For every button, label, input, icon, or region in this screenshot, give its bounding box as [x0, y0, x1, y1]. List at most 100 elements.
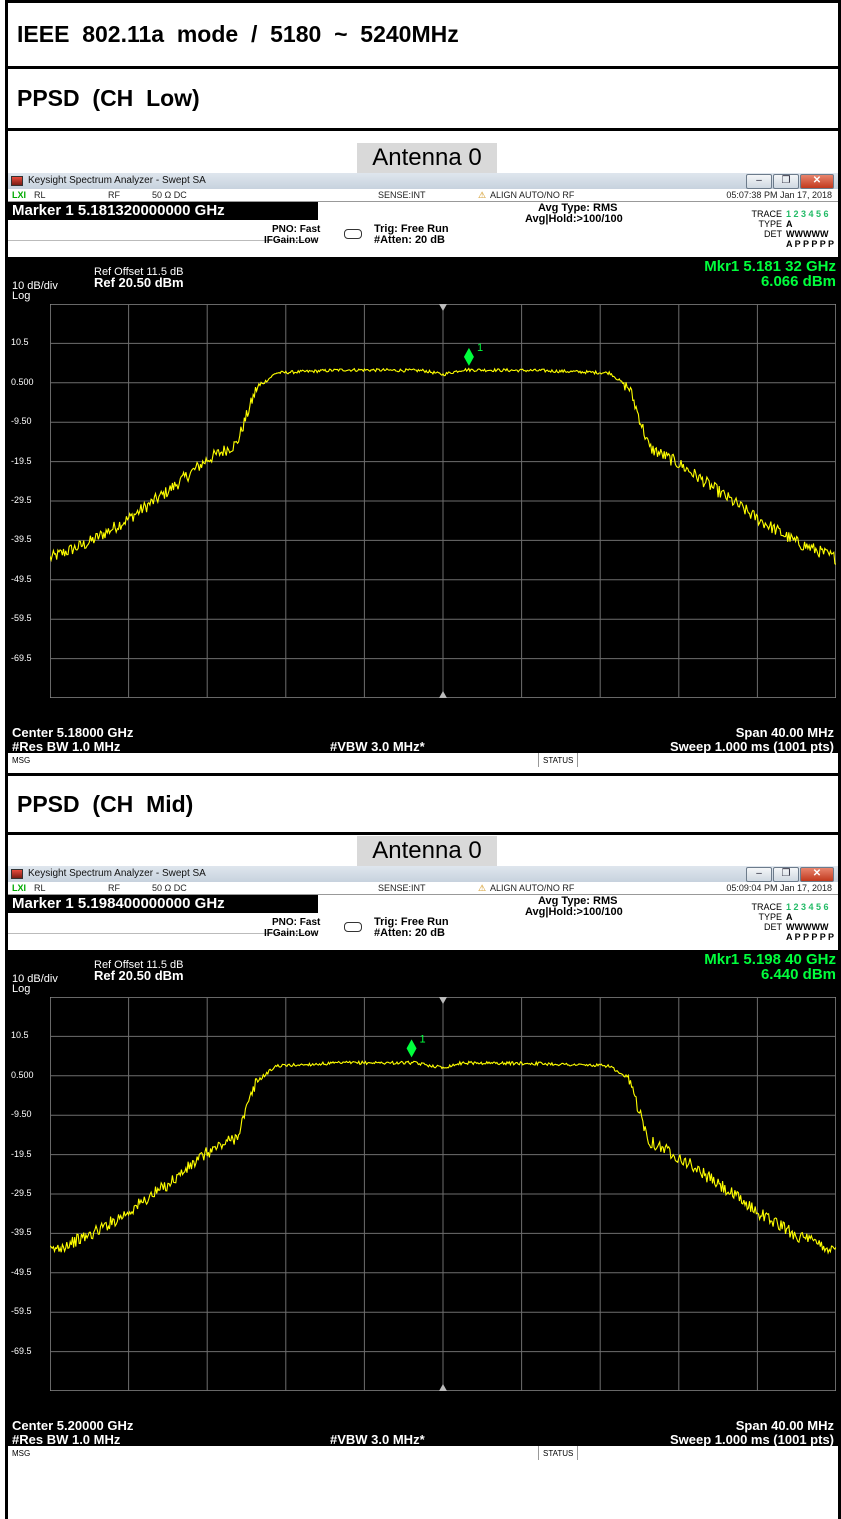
warning-icon: ⚠	[478, 190, 487, 200]
minimize-button[interactable]: –	[746, 867, 772, 882]
y-tick-label: -9.50	[11, 416, 32, 427]
warning-icon: ⚠	[478, 883, 487, 893]
trace-numbers: 1 2 3 4 5 6	[786, 209, 829, 219]
trigger-icon	[344, 922, 362, 932]
trace-type-values: A WWWWW	[786, 912, 829, 932]
spectrum-analyzer-window-ch-low: Keysight Spectrum Analyzer - Swept SA – …	[8, 173, 838, 769]
ref-level-label: Ref 20.50 dBm	[94, 968, 184, 983]
center-frequency-label[interactable]: Center 5.18000 GHz	[12, 725, 134, 740]
attenuation-label: #Atten: 20 dB	[374, 927, 445, 939]
vbw-label[interactable]: #VBW 3.0 MHz*	[330, 1432, 425, 1447]
trace-label: TRACE	[751, 902, 782, 912]
spectrum-trace	[50, 367, 836, 565]
y-tick-label: -19.5	[11, 455, 32, 466]
app-icon	[11, 176, 23, 186]
trigger-label: Trig: Free Run	[374, 916, 449, 928]
spectrum-plot[interactable]: 1	[50, 304, 836, 698]
sweep-label[interactable]: Sweep 1.000 ms (1001 pts)	[669, 739, 834, 754]
marker-entry-field[interactable]	[8, 913, 318, 934]
window-controls: – ❐ ✕	[746, 867, 834, 882]
status-line: LXI RL RF 50 Ω DC SENSE:INT ⚠ ALIGN AUTO…	[8, 189, 838, 202]
report-page: IEEE 802.11a mode / 5180 ~ 5240MHz PPSD …	[5, 0, 841, 1519]
y-tick-label: -29.5	[11, 495, 32, 505]
status-label: STATUS	[538, 1446, 579, 1460]
window-title: Keysight Spectrum Analyzer - Swept SA	[28, 175, 206, 186]
active-marker-title[interactable]: Marker 1 5.198400000000 GHz	[8, 895, 318, 913]
sense-label: SENSE:INT	[378, 883, 426, 893]
page-title: IEEE 802.11a mode / 5180 ~ 5240MHz	[8, 3, 838, 69]
y-tick-label: -69.5	[11, 1345, 32, 1356]
active-marker-title[interactable]: Marker 1 5.181320000000 GHz	[8, 202, 318, 220]
rf-label: RF	[108, 883, 120, 893]
center-marker-bottom	[439, 691, 447, 698]
trace-panel[interactable]: 1 2 3 4 5 6 A WWWWW A P P P P P	[786, 209, 836, 249]
marker-frequency-readout: Mkr1 5.181 32 GHz	[704, 258, 836, 275]
scale-label: 10 dB/div	[12, 973, 58, 985]
y-tick-label: -69.5	[11, 652, 32, 663]
y-tick-label: -9.50	[11, 1109, 32, 1120]
type-label: TYPE	[758, 219, 782, 229]
vbw-label[interactable]: #VBW 3.0 MHz*	[330, 739, 425, 754]
det-label: DET	[764, 229, 782, 239]
impedance-label: 50 Ω DC	[152, 190, 187, 200]
rbw-label[interactable]: #Res BW 1.0 MHz	[12, 1432, 121, 1447]
antenna-label: Antenna 0	[357, 143, 497, 173]
ifgain-label: IFGain:Low	[264, 235, 319, 246]
marker-1-label: 1	[420, 1033, 426, 1045]
span-label[interactable]: Span 40.00 MHz	[735, 1418, 834, 1433]
restore-button[interactable]: ❐	[773, 867, 799, 882]
type-label: TYPE	[758, 912, 782, 922]
sweep-label[interactable]: Sweep 1.000 ms (1001 pts)	[669, 1432, 834, 1447]
span-label[interactable]: Span 40.00 MHz	[735, 725, 834, 740]
rl-label: RL	[34, 190, 46, 200]
window-titlebar: Keysight Spectrum Analyzer - Swept SA – …	[8, 866, 838, 882]
scale-type-label: Log	[12, 290, 31, 302]
trace-label: TRACE	[751, 209, 782, 219]
close-button[interactable]: ✕	[800, 867, 834, 882]
ref-offset-label: Ref Offset 11.5 dB	[94, 266, 184, 278]
avg-hold-label: Avg|Hold:>100/100	[525, 906, 623, 918]
msg-label: MSG	[12, 1449, 31, 1458]
rbw-label[interactable]: #Res BW 1.0 MHz	[12, 739, 121, 754]
y-tick-label: -29.5	[11, 1188, 32, 1198]
rf-label: RF	[108, 190, 120, 200]
datetime-label: 05:07:38 PM Jan 17, 2018	[726, 190, 832, 200]
trigger-label: Trig: Free Run	[374, 223, 449, 235]
marker-level-readout: 6.066 dBm	[760, 273, 836, 290]
trace-panel[interactable]: 1 2 3 4 5 6 A WWWWW A P P P P P	[786, 902, 836, 942]
y-tick-label: -39.5	[11, 1227, 32, 1238]
marker-1-label: 1	[477, 342, 483, 354]
align-label: ALIGN AUTO/NO RF	[490, 883, 575, 893]
center-marker-top	[439, 304, 447, 311]
attenuation-label: #Atten: 20 dB	[374, 234, 445, 246]
avg-hold-label: Avg|Hold:>100/100	[525, 213, 623, 225]
y-tick-label: -19.5	[11, 1148, 32, 1159]
close-button[interactable]: ✕	[800, 174, 834, 189]
y-tick-label: -59.5	[11, 613, 32, 624]
restore-button[interactable]: ❐	[773, 174, 799, 189]
marker-level-readout: 6.440 dBm	[760, 966, 836, 983]
minimize-button[interactable]: –	[746, 174, 772, 189]
marker-1-diamond	[463, 347, 474, 366]
pno-label: PNO: Fast	[272, 917, 321, 928]
footer-readouts: Center 5.20000 GHz #Res BW 1.0 MHz #VBW …	[8, 1419, 838, 1446]
status-label: STATUS	[538, 753, 579, 767]
y-tick-label: 0.500	[11, 376, 34, 387]
avg-type-label: Avg Type: RMS	[538, 202, 618, 214]
spectrum-plot[interactable]: 1	[50, 997, 836, 1391]
msg-label: MSG	[12, 756, 31, 765]
lxi-icon: LXI	[12, 190, 27, 200]
settings-panel: LXI RL RF 50 Ω DC SENSE:INT ⚠ ALIGN AUTO…	[8, 882, 838, 950]
center-frequency-label[interactable]: Center 5.20000 GHz	[12, 1418, 134, 1433]
trace-numbers: 1 2 3 4 5 6	[786, 902, 829, 912]
spectrum-trace	[50, 1059, 836, 1255]
app-icon	[11, 869, 23, 879]
marker-frequency-readout: Mkr1 5.198 40 GHz	[704, 951, 836, 968]
scale-label: 10 dB/div	[12, 280, 58, 292]
marker-entry-field[interactable]	[8, 220, 318, 241]
det-label: DET	[764, 922, 782, 932]
ref-level-label: Ref 20.50 dBm	[94, 275, 184, 290]
y-tick-label: 10.5	[11, 1030, 29, 1041]
pno-label: PNO: Fast	[272, 224, 321, 235]
center-marker-top	[439, 997, 447, 1004]
